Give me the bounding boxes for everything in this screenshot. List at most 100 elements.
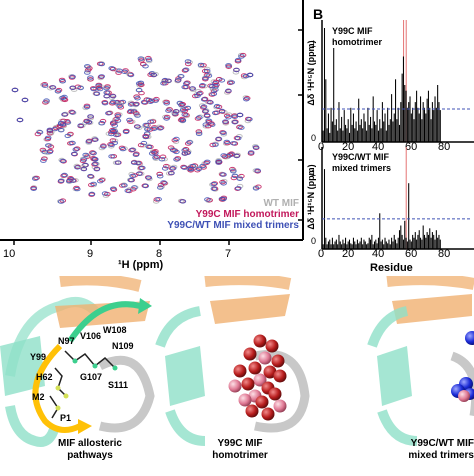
nmr-peak [119,146,127,152]
nmr-peak [122,129,130,135]
bar [389,119,391,142]
structure-middle [155,276,310,446]
nmr-peak [135,87,143,93]
nmr-peak [210,186,218,192]
bar [433,110,435,142]
sphere-pink [238,393,252,407]
sphere-pink [458,390,470,402]
bar [372,96,374,142]
nmr-peak [163,99,170,105]
nmr-peak [199,83,206,88]
bar [433,234,435,249]
nmr-peak [134,96,141,101]
bar-bottom-xlabel: Residue [370,262,413,274]
coil-grey [97,355,155,433]
bar [410,241,412,249]
sphere-pink [258,351,272,365]
nmr-peak [74,186,81,192]
nmr-peak [206,99,213,105]
nmr-peak [213,103,221,109]
bar [367,107,369,142]
sphere-red [263,365,277,379]
nmr-peak [163,163,170,169]
bar [391,237,393,249]
residue-atom [72,358,78,364]
nmr-peak [242,73,250,79]
bar [414,102,416,142]
nmr-peak [128,148,135,153]
nmr-peak [212,81,219,86]
nmr-peak [145,175,153,181]
bar [350,243,352,249]
bar [368,124,370,142]
nmr-peak [87,114,94,119]
nmr-peak [46,149,54,155]
bar [325,237,327,249]
nmr-peak [174,78,182,83]
nmr-peak [157,185,164,190]
nmr-peak [233,67,240,73]
nmr-peak [142,134,149,140]
nmr-peak [228,80,235,85]
nmr-peak [58,120,65,126]
mid-spheres-group [228,334,287,421]
nmr-peak [207,100,214,105]
bar [427,90,429,142]
bar [416,90,418,142]
nmr-peak [173,136,180,142]
nmr-peak [77,85,84,91]
nmr-peak [148,151,156,156]
bar [366,130,368,142]
bar [401,73,403,142]
bar-y-tick-bottom-0: 0 [311,236,317,246]
bar [400,102,402,142]
sphere-red [233,364,247,378]
nmr-peak [113,100,120,105]
nmr-peak [40,158,47,163]
bar [370,239,372,249]
nmr-peak [159,154,167,159]
caption-right-line1: Y99C/WT MIF [410,438,474,449]
bar [406,107,408,142]
bar [363,113,365,142]
nmr-peak [85,139,93,144]
bar [376,243,378,249]
nmr-peak [30,186,38,192]
bar [423,234,426,249]
nmr-peak [93,167,101,172]
bar [429,228,431,249]
bar [393,234,395,249]
nmr-peak [223,139,231,145]
nmr-peak [129,147,136,152]
residue-label: M2 [32,392,45,402]
nmr-peak [145,57,153,62]
nmr-peak [205,73,213,78]
bar [377,237,379,249]
bar [431,102,433,142]
nmr-peak [173,109,180,114]
bar [430,119,432,142]
nmr-peak [240,74,248,80]
nmr-peak [184,59,192,64]
bar [329,132,331,142]
bar [392,241,394,249]
bar [398,124,401,142]
bar-bottom-x-tick: 40 [372,248,385,260]
nmr-peak [103,90,110,95]
bar [429,107,431,142]
nmr-peak [215,159,222,164]
nmr-peak [197,90,204,96]
nmr-peak [231,114,239,120]
nmr-peak [234,57,242,63]
bar [337,130,339,142]
nmr-peak [109,186,117,192]
nmr-peak [114,113,122,119]
nmr-peak [69,140,76,146]
bar [393,113,395,142]
nmr-peak [80,157,88,162]
nmr-peak [165,78,172,84]
nmr-peak [220,153,227,158]
bar [438,234,440,249]
structure-panels: N97 V106 W108 Y99 N109 G107 S111 H62 M2 … [0,276,474,447]
bar [351,124,353,142]
